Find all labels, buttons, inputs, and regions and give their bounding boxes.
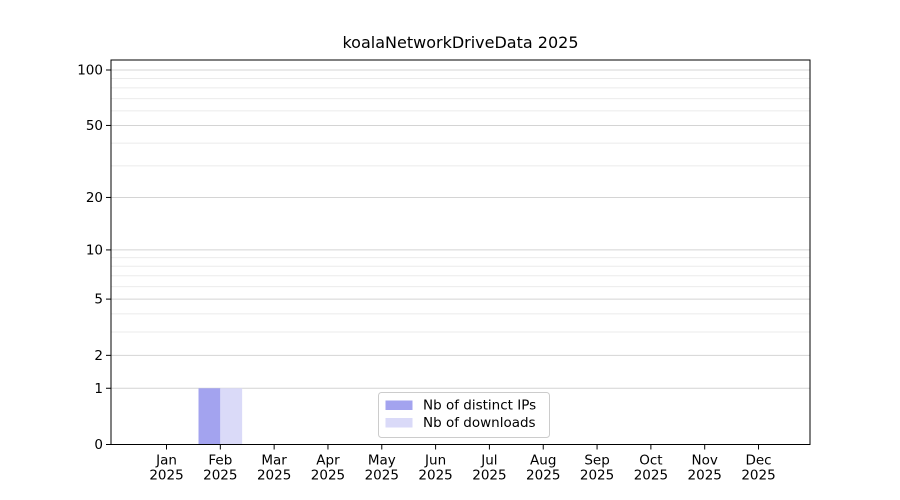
x-tick-label-month: Aug — [530, 453, 556, 469]
x-tick-label-year: 2025 — [580, 468, 614, 484]
x-tick-label-year: 2025 — [257, 468, 291, 484]
x-tick-label-month: Oct — [639, 453, 662, 469]
y-tick-label: 0 — [94, 437, 103, 453]
x-tick-label-year: 2025 — [688, 468, 722, 484]
bar-distinct-ips — [198, 388, 221, 445]
x-tick-label-month: Sep — [584, 453, 609, 469]
x-tick-label-year: 2025 — [149, 468, 183, 484]
bars-group — [198, 388, 243, 445]
y-axis: 0 1 2 5 10 20 50 100 — [77, 63, 111, 453]
x-tick-label-year: 2025 — [741, 468, 775, 484]
x-tick-label-month: Feb — [208, 453, 232, 469]
plot-frame — [110, 59, 811, 445]
x-tick-label-year: 2025 — [365, 468, 399, 484]
legend-item-label: Nb of downloads — [423, 415, 536, 431]
x-tick-label-month: Nov — [692, 453, 718, 469]
legend-swatch-downloads — [385, 418, 413, 428]
y-tick-label: 100 — [77, 63, 103, 79]
major-gridlines — [111, 69, 810, 389]
y-tick-label: 50 — [86, 118, 103, 134]
y-tick-label: 5 — [94, 292, 103, 308]
minor-gridlines — [111, 77, 810, 333]
legend-swatch-distinct-ips — [385, 400, 413, 410]
legend-item-label: Nb of distinct IPs — [423, 398, 536, 414]
x-tick-label-month: Mar — [261, 453, 287, 469]
x-tick-label-month: Apr — [316, 453, 340, 469]
x-tick-label-month: Jun — [424, 453, 446, 469]
x-tick-label-year: 2025 — [203, 468, 237, 484]
x-tick-label-year: 2025 — [472, 468, 506, 484]
y-tick-label: 1 — [94, 381, 103, 397]
x-tick-label-month: Jan — [155, 453, 177, 469]
x-tick-label-year: 2025 — [311, 468, 345, 484]
x-tick-label-month: Jul — [480, 453, 497, 469]
x-axis: Jan2025Feb2025Mar2025Apr2025May2025Jun20… — [149, 444, 776, 484]
y-tick-label: 10 — [86, 242, 103, 258]
x-tick-label-month: Dec — [745, 453, 771, 469]
bar-downloads — [220, 388, 243, 445]
x-tick-label-year: 2025 — [634, 468, 668, 484]
x-tick-label-year: 2025 — [526, 468, 560, 484]
y-tick-label: 2 — [94, 348, 103, 364]
x-tick-label-month: May — [368, 453, 396, 469]
legend-box — [378, 392, 550, 438]
y-tick-label: 20 — [86, 190, 103, 206]
chart-title: koalaNetworkDriveData 2025 — [342, 33, 578, 52]
x-tick-label-year: 2025 — [418, 468, 452, 484]
